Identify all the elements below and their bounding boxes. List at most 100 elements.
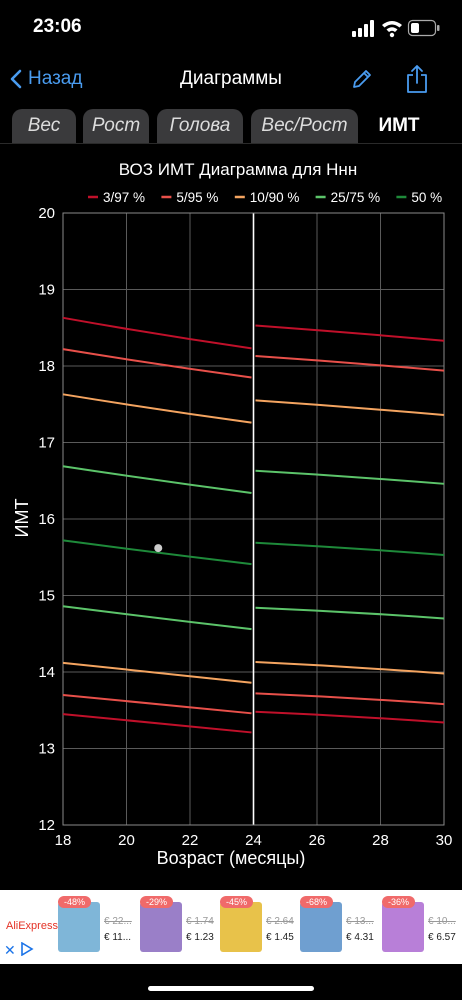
series-line (255, 355, 445, 372)
tab-bar: Вес Рост Голова Вес/Рост ИМТ (0, 104, 462, 144)
series-line (62, 693, 252, 715)
ad-item[interactable]: -48% € 22... € 11... (58, 896, 138, 958)
ad-item[interactable]: -29% € 1.74 € 1.23 (140, 896, 220, 958)
tab-head[interactable]: Голова (157, 109, 243, 143)
series-line (62, 539, 252, 566)
old-price: € 13... (346, 916, 374, 927)
discount-badge: -29% (140, 896, 174, 908)
series-line (255, 541, 445, 556)
new-price: € 11... (104, 932, 132, 943)
wifi-icon (382, 21, 402, 38)
tab-height[interactable]: Рост (83, 109, 149, 143)
chevron-left-icon (10, 69, 22, 89)
tab-weight-height[interactable]: Вес/Рост (251, 109, 358, 143)
old-price: € 1.74 (186, 916, 214, 927)
new-price: € 1.45 (266, 932, 294, 943)
series-line (255, 324, 445, 342)
y-tick-label: 13 (38, 741, 55, 758)
product-image (300, 902, 342, 952)
new-price: € 4.31 (346, 932, 374, 943)
new-price: € 6.57 (428, 932, 456, 943)
tab-weight[interactable]: Вес (12, 109, 76, 143)
ad-brand-logo: AliExpress (6, 920, 58, 932)
product-image (382, 902, 424, 952)
chart-legend: 3/97 % 5/95 % 10/90 % 25/75 % 50 % (88, 190, 442, 205)
bmi-chart[interactable]: ВОЗ ИМТ Диаграмма для Ннн 3/97 % 5/95 % 10… (0, 144, 462, 886)
old-price: € 22... (104, 916, 132, 927)
y-tick-label: 19 (38, 282, 55, 299)
plot-area: 18 20 22 24 26 28 30 12 13 14 15 16 17 18 19 20 (38, 205, 452, 849)
home-indicator (148, 986, 314, 991)
series-line (62, 348, 252, 379)
data-point[interactable] (154, 544, 163, 553)
series-line (255, 469, 445, 485)
status-time: 23:06 (33, 16, 82, 37)
ad-banner[interactable]: AliExpress ✕ -48% € 22... € 11... -29% € 1.7… (0, 890, 462, 964)
x-tick-label: 30 (436, 832, 453, 849)
discount-badge: -36% (382, 896, 416, 908)
y-tick-label: 20 (38, 205, 55, 222)
y-tick-label: 14 (38, 664, 55, 681)
old-price: € 10... (428, 916, 456, 927)
nav-bar: Назад Диаграммы (0, 54, 462, 104)
discount-badge: -48% (58, 896, 92, 908)
discount-badge: -68% (300, 896, 334, 908)
back-label: Назад (28, 68, 83, 89)
old-price: € 2.64 (266, 916, 294, 927)
legend-item: 25/75 % (331, 190, 381, 205)
status-bar: 23:06 (0, 0, 462, 54)
edit-button[interactable] (345, 62, 379, 96)
y-tick-label: 12 (38, 817, 55, 834)
series-line (62, 465, 252, 494)
status-icons (352, 19, 440, 38)
x-tick-label: 22 (182, 832, 199, 849)
legend-item: 5/95 % (176, 190, 218, 205)
series-line (62, 605, 252, 631)
back-button[interactable]: Назад (10, 64, 82, 94)
plot-frame (62, 212, 445, 826)
series-line (62, 316, 252, 350)
new-price: € 1.23 (186, 932, 214, 943)
x-tick-label: 18 (55, 832, 72, 849)
ad-item[interactable]: -45% € 2.64 € 1.45 (220, 896, 300, 958)
page-title: Диаграммы (180, 68, 282, 89)
x-tick-label: 24 (245, 832, 262, 849)
x-tick-label: 28 (372, 832, 389, 849)
ad-item[interactable]: -36% € 10... € 6.57 (382, 896, 462, 958)
ad-choices-icon[interactable] (20, 942, 34, 956)
y-tick-label: 17 (38, 435, 55, 452)
series-line (255, 606, 445, 620)
series-line (62, 393, 252, 424)
series-line (255, 661, 445, 675)
y-tick-label: 16 (38, 511, 55, 528)
signal-icon (352, 20, 374, 37)
series-line (62, 713, 252, 734)
chart-title: ВОЗ ИМТ Диаграмма для Ннн (119, 160, 357, 179)
product-image (58, 902, 100, 952)
y-tick-label: 15 (38, 588, 55, 605)
x-tick-label: 26 (309, 832, 326, 849)
y-axis-label: ИМТ (12, 499, 32, 538)
pencil-icon (353, 70, 371, 88)
x-tick-label: 20 (118, 832, 135, 849)
discount-badge: -45% (220, 896, 254, 908)
x-axis-label: Возраст (месяцы) (157, 848, 306, 868)
share-button[interactable] (400, 62, 434, 96)
series-line (255, 399, 445, 416)
product-image (140, 902, 182, 952)
tab-divider (0, 143, 462, 144)
close-icon[interactable]: ✕ (4, 942, 16, 958)
battery-icon (407, 19, 440, 37)
series-line (255, 692, 445, 706)
series-line (62, 661, 252, 684)
ad-item[interactable]: -68% € 13... € 4.31 (300, 896, 380, 958)
series-line (255, 710, 445, 724)
tab-bmi[interactable]: ИМТ (366, 109, 432, 143)
share-icon (407, 65, 427, 93)
legend-item: 50 % (411, 190, 442, 205)
product-image (220, 902, 262, 952)
chart-area: ВОЗ ИМТ Диаграмма для Ннн 3/97 % 5/95 % 10… (0, 144, 462, 886)
legend-item: 3/97 % (103, 190, 145, 205)
legend-item: 10/90 % (250, 190, 300, 205)
y-tick-label: 18 (38, 358, 55, 375)
